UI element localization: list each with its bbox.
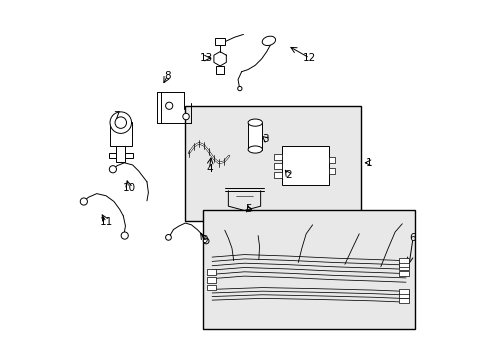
Bar	[206, 277, 215, 283]
Circle shape	[109, 166, 116, 173]
Circle shape	[121, 232, 128, 239]
Ellipse shape	[247, 146, 262, 153]
Bar	[110, 122, 131, 146]
Bar	[216, 66, 224, 74]
Bar	[398, 293, 408, 298]
Ellipse shape	[247, 119, 262, 126]
Circle shape	[165, 102, 172, 109]
Bar	[215, 38, 224, 45]
Bar	[206, 269, 215, 275]
Bar	[398, 265, 408, 270]
Bar	[398, 271, 408, 276]
Circle shape	[203, 238, 208, 244]
Bar	[203, 211, 414, 329]
Bar	[398, 289, 408, 294]
Circle shape	[165, 234, 171, 240]
Bar	[125, 153, 133, 158]
Text: 9: 9	[202, 235, 208, 245]
Bar	[398, 298, 408, 303]
Circle shape	[110, 112, 131, 134]
Circle shape	[237, 86, 242, 91]
Text: 7: 7	[113, 111, 119, 121]
Bar	[398, 258, 408, 263]
Bar	[274, 163, 282, 169]
Bar	[247, 123, 262, 149]
Bar	[398, 262, 408, 267]
Ellipse shape	[262, 36, 275, 45]
Text: 3: 3	[262, 134, 268, 144]
Text: 6: 6	[409, 233, 415, 243]
Text: 4: 4	[205, 164, 212, 174]
Bar	[116, 145, 125, 162]
Bar	[328, 157, 335, 163]
Bar	[108, 153, 116, 158]
Text: 10: 10	[122, 183, 135, 193]
Text: 5: 5	[245, 204, 252, 215]
Bar	[185, 107, 360, 221]
Text: 11: 11	[100, 217, 113, 227]
Text: 2: 2	[285, 170, 291, 180]
Bar	[274, 154, 282, 160]
Text: 1: 1	[365, 158, 372, 168]
Circle shape	[80, 198, 87, 205]
Bar	[328, 168, 335, 174]
Text: 12: 12	[303, 53, 316, 63]
Circle shape	[183, 113, 189, 120]
Text: 8: 8	[164, 71, 170, 81]
Circle shape	[115, 117, 126, 129]
Bar	[274, 172, 282, 178]
Bar	[282, 146, 328, 185]
Bar	[206, 285, 215, 291]
Text: 13: 13	[200, 53, 213, 63]
